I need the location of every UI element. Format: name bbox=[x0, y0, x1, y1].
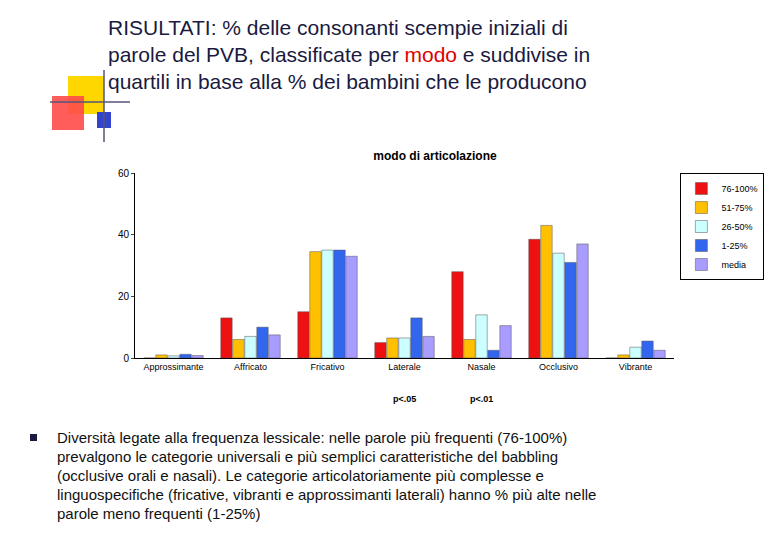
html-text:Diversità legate alla frequenz: Diversità legate alla frequenza lessical… bbox=[57, 429, 568, 446]
svg-text:media: media bbox=[721, 260, 746, 270]
svg-text:1-25%: 1-25% bbox=[721, 241, 747, 251]
svg-text:modo di articolazione: modo di articolazione bbox=[373, 149, 497, 163]
svg-text:Occlusivo: Occlusivo bbox=[539, 362, 578, 372]
svg-text:51-75%: 51-75% bbox=[721, 203, 752, 213]
svg-text:p<.05: p<.05 bbox=[393, 394, 416, 404]
svg-text:Laterale: Laterale bbox=[388, 362, 421, 372]
svg-text:p<.01: p<.01 bbox=[470, 394, 493, 404]
html-text:parole del PVB, classificate p: parole del PVB, classificate per modo e … bbox=[108, 43, 591, 66]
svg-text:Vibrante: Vibrante bbox=[619, 362, 652, 372]
html-text:linguospecifiche (fricative, v: linguospecifiche (fricative, vibranti e … bbox=[57, 486, 597, 503]
html-text:prevalgono le categorie univer: prevalgono le categorie universali e più… bbox=[57, 448, 559, 465]
svg-text:Nasale: Nasale bbox=[467, 362, 495, 372]
html-text:(occlusive orali e nasali). Le: (occlusive orali e nasali). Le categorie… bbox=[57, 467, 544, 484]
svg-text:20: 20 bbox=[118, 291, 130, 302]
svg-text:Approssimante: Approssimante bbox=[143, 362, 203, 372]
svg-text:Affricato: Affricato bbox=[234, 362, 267, 372]
svg-text:0: 0 bbox=[123, 353, 129, 364]
html-text:parole meno frequenti (1-25%): parole meno frequenti (1-25%) bbox=[57, 505, 261, 522]
svg-text:26-50%: 26-50% bbox=[721, 222, 752, 232]
html-text:RISULTATI: % delle consonanti: RISULTATI: % delle consonanti scempie in… bbox=[108, 16, 568, 39]
svg-text:60: 60 bbox=[118, 168, 130, 179]
html-text:quartili in base alla % dei ba: quartili in base alla % dei bambini che … bbox=[108, 70, 587, 93]
svg-text:Fricativo: Fricativo bbox=[310, 362, 344, 372]
svg-text:40: 40 bbox=[118, 229, 130, 240]
svg-text:76-100%: 76-100% bbox=[721, 184, 757, 194]
